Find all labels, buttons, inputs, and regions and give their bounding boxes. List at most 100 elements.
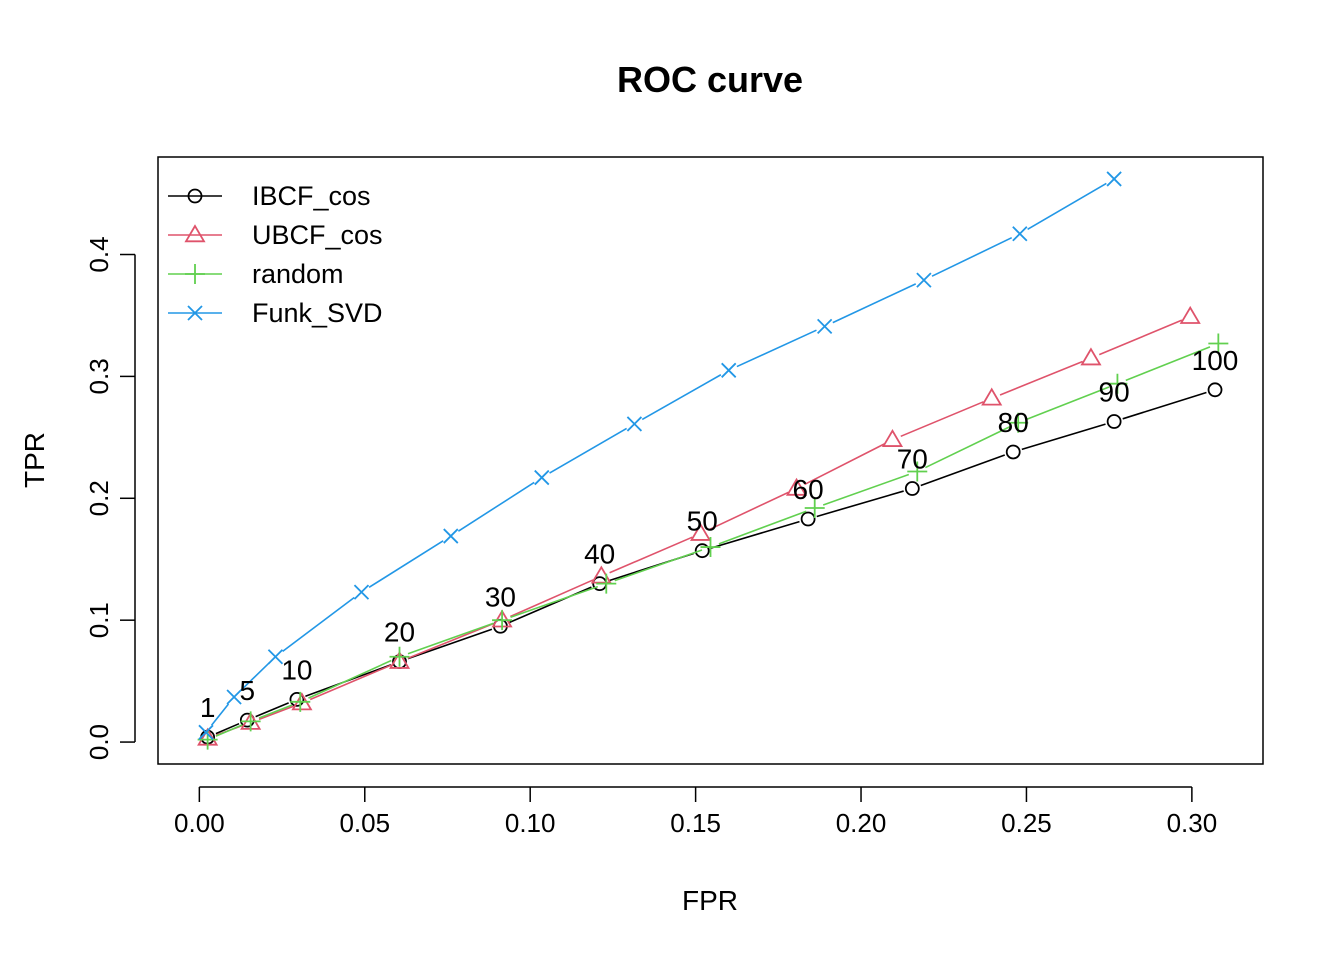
y-axis: 0.0 0.1 0.2 0.3 0.4	[84, 236, 136, 760]
x-tick-label: 0.20	[836, 808, 887, 838]
series-segment	[407, 622, 495, 659]
series-segment	[614, 549, 703, 582]
data-point	[267, 649, 284, 665]
x-tick-label: 0.10	[505, 808, 556, 838]
series-segment	[710, 520, 800, 549]
legend-entry: Funk_SVD	[168, 298, 383, 328]
series-segment	[708, 491, 789, 531]
series-segment	[215, 722, 240, 735]
series-segment	[718, 510, 807, 545]
series-random	[197, 333, 1229, 750]
point-label: 100	[1192, 345, 1239, 376]
y-tick-label: 0.2	[84, 480, 114, 516]
data-point	[881, 429, 904, 447]
series-segment	[549, 427, 628, 474]
data-point	[804, 498, 825, 519]
series-segment	[609, 536, 693, 574]
legend-marker	[187, 188, 203, 204]
y-tick-label: 0.4	[84, 236, 114, 272]
data-point	[694, 543, 710, 559]
series-segment	[407, 622, 494, 655]
x-tick-label: 0.00	[174, 808, 225, 838]
x-axis-label: FPR	[682, 885, 738, 916]
series-segment	[258, 704, 293, 719]
point-label: 60	[793, 474, 824, 505]
data-point	[1005, 444, 1021, 460]
series-segment	[900, 401, 984, 438]
point-label: 1	[200, 692, 216, 723]
data-point	[817, 318, 833, 335]
series-segment	[407, 628, 493, 660]
series-segment	[239, 662, 270, 692]
data-point	[1179, 305, 1201, 324]
data-point	[534, 469, 550, 486]
series-segment	[210, 703, 230, 726]
x-tick-label: 0.25	[1001, 808, 1052, 838]
legend-entry: UBCF_cos	[168, 220, 383, 250]
series-segment	[999, 360, 1083, 396]
data-point	[197, 729, 218, 750]
data-point	[1106, 414, 1122, 429]
data-point	[907, 461, 928, 482]
x-axis: 0.00 0.05 0.10 0.15 0.20 0.25 0.30	[174, 786, 1218, 838]
data-point	[626, 416, 643, 432]
series-segment	[736, 329, 817, 368]
data-point	[289, 691, 305, 707]
legend-entry: IBCF_cos	[168, 181, 371, 211]
x-tick-label: 0.05	[339, 808, 390, 838]
series-segment	[832, 283, 917, 324]
data-point	[1107, 373, 1128, 394]
legend-label: Funk_SVD	[252, 298, 383, 328]
point-label: 10	[281, 654, 312, 685]
series-segment	[1021, 423, 1106, 451]
series-segment	[1027, 182, 1107, 230]
series-segment	[255, 702, 289, 718]
point-label: 90	[1099, 376, 1130, 407]
y-tick-label: 0.0	[84, 724, 114, 760]
point-label: 40	[584, 539, 615, 570]
point-label: 5	[240, 675, 256, 706]
data-point	[1207, 382, 1223, 398]
data-point	[785, 477, 808, 496]
data-point	[1106, 171, 1122, 187]
series-segment	[258, 705, 294, 721]
data-point	[700, 537, 721, 558]
series-segment	[1125, 346, 1211, 382]
point-labels: 15 10 20 30 40 50 60 70 80 90 100	[200, 345, 1239, 723]
series-segment	[641, 374, 722, 421]
data-point	[290, 691, 311, 712]
legend-marker	[187, 305, 203, 321]
legend-label: IBCF_cos	[252, 181, 371, 211]
legend-marker	[185, 264, 205, 284]
data-point	[226, 689, 242, 705]
data-point	[240, 711, 261, 732]
series-funk-svd	[198, 171, 1122, 740]
data-point	[596, 573, 617, 594]
series-segment	[822, 473, 910, 506]
series-segment	[816, 490, 904, 518]
series-segment	[309, 664, 392, 701]
data-point	[690, 522, 712, 541]
legend-label: UBCF_cos	[252, 220, 383, 250]
point-label: 30	[485, 581, 516, 612]
data-point	[388, 650, 411, 669]
series-segment	[804, 443, 885, 486]
data-point	[198, 724, 214, 740]
series-ibcf-cos	[200, 382, 1223, 745]
x-tick-label: 0.30	[1167, 808, 1218, 838]
point-label: 20	[384, 617, 415, 648]
legend-entry: random	[168, 259, 344, 289]
series-layer	[197, 171, 1229, 750]
series-segment	[368, 540, 444, 589]
point-label: 80	[998, 407, 1029, 438]
series-segment	[931, 236, 1013, 277]
series-segment	[457, 481, 535, 532]
data-point	[443, 528, 459, 544]
data-point	[800, 511, 816, 527]
data-point	[492, 610, 513, 631]
series-segment	[215, 724, 243, 737]
series-segment	[509, 579, 594, 618]
data-point	[1208, 333, 1229, 354]
